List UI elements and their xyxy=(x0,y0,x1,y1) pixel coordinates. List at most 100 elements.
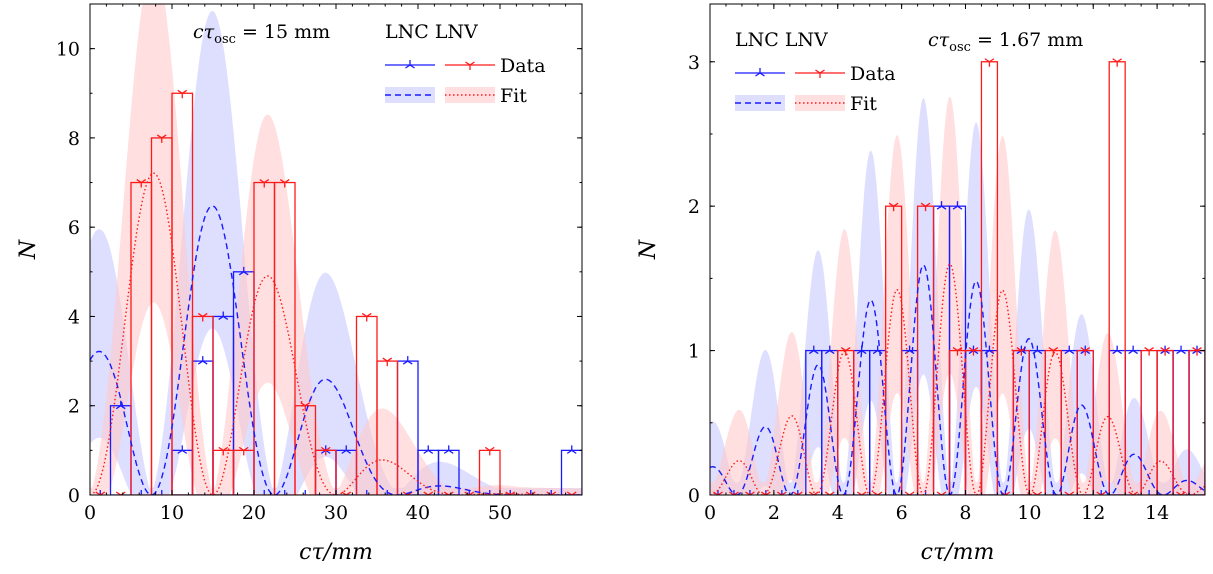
data-marker xyxy=(279,179,290,188)
data-marker xyxy=(1100,490,1103,495)
data-marker xyxy=(1112,345,1123,355)
legend-lnv-marker xyxy=(465,61,475,70)
x-tick-label: 20 xyxy=(242,502,266,524)
data-marker xyxy=(1052,490,1055,495)
data-marker xyxy=(263,490,266,495)
annotation-text: cτosc = 1.67 mm xyxy=(928,29,1083,55)
x-tick-label: 2 xyxy=(768,502,780,524)
data-marker xyxy=(808,345,819,355)
data-marker xyxy=(156,134,167,143)
data-marker xyxy=(238,266,249,276)
data-marker xyxy=(300,402,311,411)
data-marker xyxy=(1112,58,1123,67)
data-marker xyxy=(748,490,752,495)
data-marker xyxy=(423,445,434,454)
plot-area xyxy=(90,4,582,495)
data-marker xyxy=(952,201,963,210)
y-tick-label: 10 xyxy=(56,39,80,61)
data-marker xyxy=(1128,345,1139,355)
y-tick-label: 8 xyxy=(68,128,80,150)
data-marker xyxy=(920,202,931,212)
legend-headers: LNC LNV xyxy=(735,29,828,51)
data-marker xyxy=(218,446,229,456)
data-marker xyxy=(1080,347,1091,356)
data-marker xyxy=(824,345,835,355)
x-tick-label: 4 xyxy=(832,502,844,524)
y-tick-label: 1 xyxy=(688,341,700,363)
data-marker xyxy=(1176,345,1186,355)
fit-band-lnc xyxy=(90,11,582,495)
y-tick-label: 0 xyxy=(68,485,80,507)
data-marker xyxy=(1147,490,1151,495)
data-marker xyxy=(136,179,147,188)
data-marker xyxy=(443,445,454,454)
data-marker xyxy=(824,491,835,495)
data-marker xyxy=(283,490,286,495)
x-tick-label: 8 xyxy=(959,502,971,524)
plot-frame xyxy=(709,3,1206,496)
data-marker xyxy=(484,446,495,456)
x-tick-label: 50 xyxy=(488,502,512,524)
x-tick-label: 30 xyxy=(324,502,348,524)
legend: LNC LNV Data Fit xyxy=(385,21,546,107)
data-marker xyxy=(197,312,208,322)
data-marker xyxy=(936,201,947,210)
legend-label-data: Data xyxy=(850,63,896,85)
legend-label-fit: Fit xyxy=(850,93,877,115)
data-marker xyxy=(732,490,736,495)
data-marker xyxy=(840,347,851,356)
data-marker xyxy=(968,347,979,356)
data-marker xyxy=(382,357,393,367)
data-marker xyxy=(780,490,784,495)
data-marker xyxy=(1160,347,1170,356)
legend: LNC LNV Data Fit xyxy=(735,29,896,115)
data-marker xyxy=(304,490,307,495)
annotation: cτosc = 1.67 mm xyxy=(928,29,1083,55)
data-marker xyxy=(1192,347,1202,356)
y-axis-title: N xyxy=(16,239,41,260)
legend-lnc-marker xyxy=(405,60,415,69)
x-tick-label: 12 xyxy=(1081,502,1105,524)
data-marker xyxy=(796,490,799,495)
data-marker xyxy=(238,446,249,456)
annotation-text: cτosc = 15 mm xyxy=(193,21,330,47)
data-marker xyxy=(550,490,553,495)
data-marker xyxy=(984,58,995,67)
data-marker xyxy=(177,445,188,454)
data-marker xyxy=(361,312,372,322)
data-marker xyxy=(218,311,229,320)
y-tick-label: 0 xyxy=(688,485,700,507)
data-marker xyxy=(140,490,143,495)
y-tick-label: 3 xyxy=(688,52,700,74)
x-tick-label: 14 xyxy=(1145,502,1169,524)
legend-headers: LNC LNV xyxy=(385,21,478,43)
y-tick-label: 2 xyxy=(68,396,80,418)
data-marker xyxy=(566,445,577,454)
x-tick-label: 0 xyxy=(704,502,716,524)
legend-label-data: Data xyxy=(500,55,546,77)
data-marker xyxy=(1064,345,1075,355)
x-tick-label: 10 xyxy=(1017,502,1041,524)
y-tick-label: 2 xyxy=(688,196,700,218)
data-marker xyxy=(99,490,102,495)
data-marker xyxy=(177,89,188,99)
data-marker xyxy=(952,347,963,356)
data-marker xyxy=(160,490,163,495)
plot-area xyxy=(710,58,1205,495)
x-axis-title: cτ/mm xyxy=(921,540,995,565)
x-tick-label: 40 xyxy=(406,502,430,524)
data-marker xyxy=(320,446,331,456)
data-marker xyxy=(115,491,126,495)
data-marker xyxy=(259,179,270,188)
legend-lnc-marker xyxy=(755,68,765,77)
x-tick-label: 6 xyxy=(896,502,908,524)
fit-band-lnv xyxy=(90,4,582,495)
fit-line-lnv xyxy=(710,263,1205,495)
data-marker xyxy=(1144,347,1154,356)
data-marker xyxy=(904,491,915,495)
x-tick-label: 10 xyxy=(160,502,184,524)
y-tick-label: 4 xyxy=(68,306,80,328)
x-axis-title: cτ/mm xyxy=(299,540,373,565)
